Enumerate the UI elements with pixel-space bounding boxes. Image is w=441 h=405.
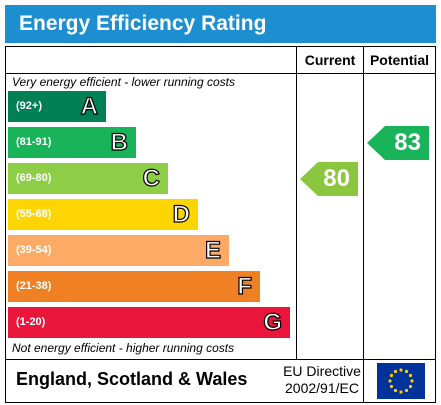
column-divider-current [296, 47, 297, 359]
rating-table: Current Potential Very energy efficient … [5, 46, 436, 403]
eu-star-icon [404, 369, 409, 374]
header-row-line [6, 73, 435, 74]
eu-star-icon [404, 388, 409, 393]
eu-directive-line2: 2002/91/EC [285, 380, 359, 396]
eu-star-icon [408, 373, 413, 378]
page-title: Energy Efficiency Rating [19, 12, 267, 35]
top-note: Very energy efficient - lower running co… [12, 75, 235, 89]
band-letter: F [237, 272, 253, 300]
band-a: (92+) A [8, 91, 106, 122]
header-bar: Energy Efficiency Rating [5, 5, 436, 43]
band-letter: C [142, 164, 161, 192]
band-range: (1-20) [16, 316, 46, 328]
band-letter: A [80, 92, 99, 120]
eu-star-icon [389, 373, 394, 378]
eu-star-icon [388, 379, 392, 383]
band-g: (1-20) G [8, 307, 290, 338]
band-range: (39-54) [16, 244, 52, 256]
band-f: (21-38) F [8, 271, 260, 302]
band-letter: D [172, 200, 191, 228]
footer-region: England, Scotland & Wales [16, 369, 248, 389]
column-divider-potential [363, 47, 364, 359]
band-letter: B [110, 128, 129, 156]
eu-star-icon [393, 388, 398, 393]
eu-star-icon [410, 379, 414, 383]
eu-star-icon [389, 384, 394, 389]
band-c: (69-80) C [8, 163, 168, 194]
current-rating-value: 80 [323, 165, 350, 192]
eu-star-icon [393, 369, 398, 374]
eu-star-icon [408, 384, 413, 389]
band-d: (55-68) D [8, 199, 198, 230]
bottom-note: Not energy efficient - higher running co… [12, 341, 235, 355]
eu-directive: EU Directive 2002/91/EC [282, 363, 362, 397]
band-letter: G [263, 308, 283, 336]
eu-stars [388, 368, 414, 394]
eu-flag-icon [377, 363, 425, 399]
eu-star-icon [399, 390, 403, 394]
band-range: (69-80) [16, 172, 52, 184]
potential-rating-arrow: 83 [367, 126, 429, 160]
eu-directive-line1: EU Directive [283, 363, 361, 379]
current-column-header: Current [304, 52, 356, 68]
band-range: (21-38) [16, 280, 52, 292]
eu-star-icon [399, 368, 403, 372]
potential-column-header: Potential [369, 52, 430, 68]
band-range: (92+) [16, 100, 42, 112]
footer-line [6, 359, 435, 360]
footer-divider [363, 359, 364, 402]
potential-rating-value: 83 [394, 129, 421, 156]
band-e: (39-54) E [8, 235, 229, 266]
band-range: (55-68) [16, 208, 52, 220]
band-range: (81-91) [16, 136, 52, 148]
band-letter: E [204, 236, 221, 264]
current-rating-arrow: 80 [300, 162, 358, 196]
band-b: (81-91) B [8, 127, 136, 158]
